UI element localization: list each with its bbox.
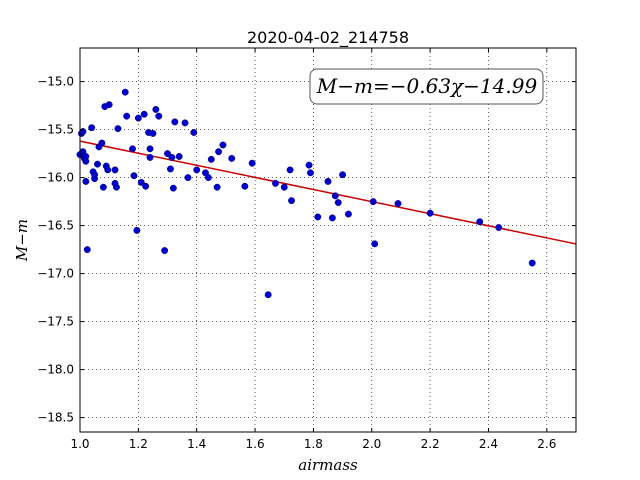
data-point (288, 197, 295, 205)
data-point (169, 184, 177, 192)
data-point (495, 224, 503, 231)
data-point (215, 148, 223, 156)
equation-box (309, 68, 544, 105)
chart-title: 2020-04-02_214758 (247, 28, 409, 48)
data-point (334, 199, 342, 207)
data-point (248, 159, 256, 167)
data-point (241, 182, 249, 190)
data-point (94, 160, 101, 168)
x-tick-label: 2.2 (421, 437, 440, 451)
data-point (105, 101, 113, 109)
x-tick-label: 2.4 (479, 437, 498, 451)
y-tick-label: −16.5 (37, 219, 74, 233)
data-point (149, 129, 157, 137)
data-points (76, 88, 536, 299)
data-point (528, 259, 536, 267)
data-point (98, 139, 106, 147)
data-point (123, 112, 131, 120)
data-point (213, 183, 221, 191)
data-point (82, 177, 90, 185)
data-point (264, 291, 272, 299)
x-tick-label: 1.0 (70, 437, 89, 451)
data-point (305, 161, 313, 169)
data-point (314, 213, 322, 221)
data-point (113, 183, 120, 191)
data-point (166, 165, 174, 173)
data-point (134, 114, 142, 122)
data-point (193, 166, 201, 174)
data-point (328, 214, 336, 222)
data-point (286, 166, 294, 174)
data-point (121, 88, 129, 96)
x-tick-label: 1.6 (246, 437, 265, 451)
data-point (426, 209, 434, 217)
y-tick-label: −16.0 (37, 171, 74, 185)
data-point (175, 153, 183, 160)
y-axis-label: M−m (13, 219, 31, 262)
data-point (82, 157, 90, 165)
y-tick-label: −18.0 (37, 363, 74, 377)
x-tick-label: 1.4 (187, 437, 206, 451)
data-point (104, 166, 112, 174)
x-tick-label: 2.6 (537, 437, 556, 451)
data-point (88, 124, 96, 132)
data-point (219, 141, 227, 149)
axis-ticks: 1.0 1.2 1.4 1.6 1.8 2.0 2.2 2.4 2.6 −15.0 −15.5 −16… (37, 48, 576, 451)
x-tick-label: 2.0 (362, 437, 381, 451)
fit-line (79, 140, 577, 245)
data-point (142, 182, 150, 190)
data-point (280, 183, 288, 191)
data-point (161, 247, 169, 255)
data-point (307, 169, 314, 177)
data-point (272, 179, 279, 187)
data-point (344, 210, 352, 218)
data-point (114, 125, 122, 133)
data-point (140, 110, 148, 118)
data-point (130, 172, 138, 180)
data-point (83, 246, 91, 254)
data-point (129, 145, 136, 153)
data-point (137, 178, 145, 186)
y-tick-label: −18.5 (37, 411, 74, 425)
data-point (190, 129, 198, 136)
data-point (111, 166, 119, 174)
data-point (207, 155, 215, 163)
x-axis-label: airmass (298, 456, 358, 474)
x-tick-label: 1.2 (129, 437, 148, 451)
data-point (146, 153, 154, 161)
y-tick-label: −15.0 (37, 75, 74, 89)
data-point (91, 175, 99, 183)
grid (79, 48, 576, 432)
y-tick-label: −17.5 (37, 315, 74, 329)
data-point (394, 200, 402, 207)
data-point (99, 183, 107, 191)
equation-annotation: M−m=−0.63χ−14.99 (309, 68, 544, 105)
data-point (146, 145, 154, 153)
data-point (171, 118, 179, 126)
data-point (184, 174, 192, 182)
data-point (369, 198, 377, 206)
x-tick-label: 1.8 (304, 437, 323, 451)
data-point (324, 177, 332, 185)
data-point (164, 150, 171, 158)
data-point (331, 192, 339, 200)
data-point (155, 112, 163, 120)
data-point (133, 226, 141, 234)
data-point (228, 154, 236, 162)
data-point (181, 119, 189, 127)
data-point (168, 153, 176, 161)
y-tick-label: −17.0 (37, 267, 74, 281)
plot-frame (79, 47, 577, 433)
data-point (204, 174, 212, 182)
y-tick-label: −15.5 (37, 123, 74, 137)
data-point (371, 240, 379, 248)
equation-text: M−m=−0.63χ−14.99 (316, 74, 538, 98)
fit-line-group (79, 140, 577, 245)
data-point (339, 171, 347, 179)
data-point (152, 105, 160, 113)
data-point (476, 218, 484, 226)
